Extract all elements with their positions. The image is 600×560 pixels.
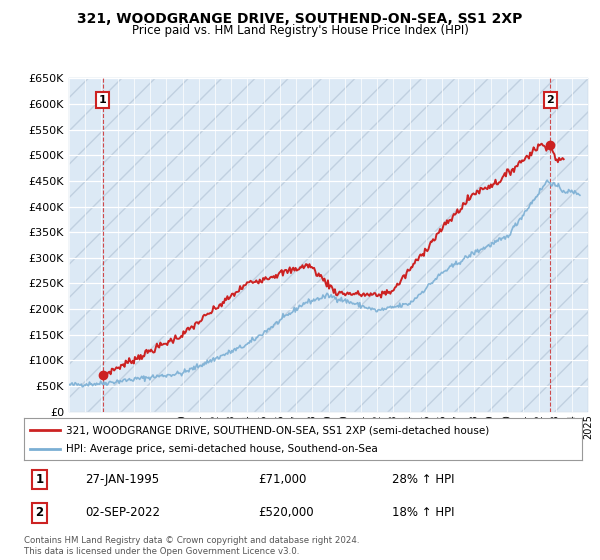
Text: HPI: Average price, semi-detached house, Southend-on-Sea: HPI: Average price, semi-detached house,… xyxy=(66,444,377,454)
Text: 1: 1 xyxy=(98,95,106,105)
Text: £71,000: £71,000 xyxy=(259,473,307,486)
Text: 321, WOODGRANGE DRIVE, SOUTHEND-ON-SEA, SS1 2XP (semi-detached house): 321, WOODGRANGE DRIVE, SOUTHEND-ON-SEA, … xyxy=(66,425,489,435)
Text: 28% ↑ HPI: 28% ↑ HPI xyxy=(392,473,455,486)
Text: Contains HM Land Registry data © Crown copyright and database right 2024.
This d: Contains HM Land Registry data © Crown c… xyxy=(24,536,359,556)
Text: 2: 2 xyxy=(35,506,44,520)
Text: 02-SEP-2022: 02-SEP-2022 xyxy=(85,506,160,520)
Text: £520,000: £520,000 xyxy=(259,506,314,520)
Text: 27-JAN-1995: 27-JAN-1995 xyxy=(85,473,160,486)
Text: Price paid vs. HM Land Registry's House Price Index (HPI): Price paid vs. HM Land Registry's House … xyxy=(131,24,469,36)
Text: 321, WOODGRANGE DRIVE, SOUTHEND-ON-SEA, SS1 2XP: 321, WOODGRANGE DRIVE, SOUTHEND-ON-SEA, … xyxy=(77,12,523,26)
Text: 1: 1 xyxy=(35,473,44,486)
Text: 2: 2 xyxy=(547,95,554,105)
Text: 18% ↑ HPI: 18% ↑ HPI xyxy=(392,506,455,520)
